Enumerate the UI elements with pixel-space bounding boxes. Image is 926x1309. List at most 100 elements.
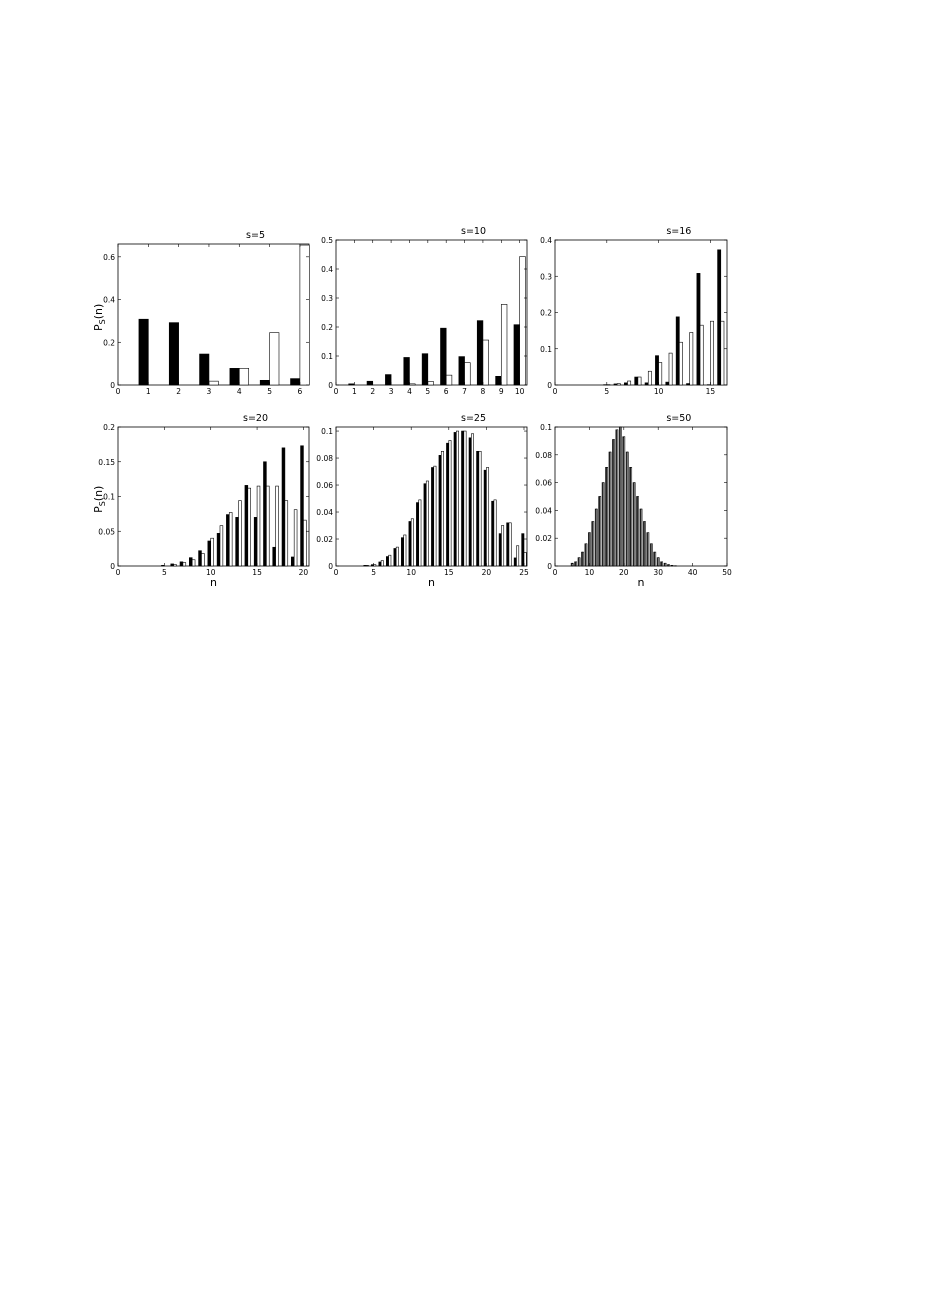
y-tick-label: 0.2 bbox=[103, 338, 115, 347]
bar-filled bbox=[431, 467, 435, 567]
panel-2: 0 1 2 3 4 5 6 7 8 9 10 0 0.1 0.2 0.3 0.4 0.5 s=10 bbox=[321, 226, 528, 396]
bar-open bbox=[613, 439, 615, 567]
x-tick-label: 20 bbox=[299, 568, 309, 577]
bar-open bbox=[303, 519, 307, 567]
bar-open bbox=[661, 561, 664, 567]
y-tick-label: 0.4 bbox=[540, 236, 552, 245]
bar-open bbox=[664, 562, 667, 567]
bar-filled bbox=[259, 379, 270, 386]
bar-filled bbox=[401, 537, 404, 567]
bar-open bbox=[228, 512, 233, 567]
bar-open bbox=[623, 436, 626, 567]
y-axis-label: PS(n) bbox=[92, 304, 107, 331]
bar-open bbox=[173, 564, 177, 567]
x-tick-label: 10 bbox=[515, 387, 525, 396]
panel-1: 0 1 2 3 4 5 6 0 0.2 0.4 0.6 s=5 PS(n) bbox=[92, 230, 310, 396]
x-tick-label: 30 bbox=[653, 568, 663, 577]
x-tick-label: 10 bbox=[206, 568, 216, 577]
bar-filled bbox=[506, 522, 510, 567]
bar-open bbox=[582, 551, 584, 567]
bar-filled bbox=[644, 382, 649, 386]
bar-open bbox=[657, 557, 660, 567]
bar-filled bbox=[717, 249, 722, 386]
bar-open bbox=[269, 332, 280, 386]
x-tick-label: 0 bbox=[553, 387, 558, 396]
bar-filled bbox=[665, 381, 670, 386]
bar-filled bbox=[438, 455, 442, 567]
bar-filled bbox=[179, 561, 184, 567]
bar-filled bbox=[189, 557, 193, 567]
panel-6: 0 10 20 30 40 50 0 0.02 0.04 0.06 0.08 0.1 s=50 n bbox=[535, 413, 732, 589]
bar-filled bbox=[348, 383, 355, 386]
bar-open bbox=[373, 564, 377, 567]
x-tick-label: 5 bbox=[425, 387, 430, 396]
y-tick-label: 0.4 bbox=[321, 265, 333, 274]
bar-open bbox=[299, 244, 310, 386]
y-tick-label: 0.15 bbox=[98, 458, 115, 467]
bar-open bbox=[679, 341, 683, 386]
bar-open bbox=[201, 553, 205, 567]
bar-filled bbox=[498, 533, 502, 567]
bar-open bbox=[599, 496, 602, 567]
bar-open bbox=[654, 551, 657, 567]
y-tick-label: 0 bbox=[110, 562, 115, 571]
bar-open bbox=[478, 450, 482, 567]
x-tick-label: 0 bbox=[116, 387, 121, 396]
x-tick-label: 5 bbox=[162, 568, 167, 577]
y-tick-label: 0.04 bbox=[535, 506, 552, 515]
bar-open bbox=[647, 532, 650, 567]
bar-open bbox=[395, 546, 399, 567]
x-tick-label: 2 bbox=[176, 387, 181, 396]
bar-open bbox=[668, 352, 673, 386]
panel-title: s=25 bbox=[461, 413, 486, 424]
y-tick-label: 0.02 bbox=[535, 534, 552, 543]
bar-open bbox=[578, 557, 581, 567]
bar-open bbox=[445, 374, 453, 386]
bar-filled bbox=[513, 324, 520, 386]
x-tick-label: 0 bbox=[334, 387, 339, 396]
y-tick-label: 0 bbox=[547, 562, 552, 571]
x-tick-label: 0 bbox=[553, 568, 558, 577]
bar-open bbox=[519, 256, 526, 386]
x-tick-label: 1 bbox=[146, 387, 151, 396]
bar-filled bbox=[491, 500, 495, 567]
bar-filled bbox=[244, 485, 249, 567]
y-tick-label: 0.05 bbox=[98, 527, 115, 536]
x-tick-label: 7 bbox=[462, 387, 467, 396]
bar-open bbox=[626, 451, 629, 567]
bar-open bbox=[456, 430, 459, 567]
bar-open bbox=[606, 467, 608, 567]
bar-open bbox=[486, 467, 490, 567]
x-tick-label: 0 bbox=[116, 568, 121, 577]
bar-filled bbox=[686, 383, 690, 386]
y-tick-label: 0.08 bbox=[535, 451, 552, 460]
y-tick-label: 0.1 bbox=[540, 423, 552, 432]
bar-open bbox=[471, 433, 474, 567]
bar-open bbox=[627, 380, 632, 386]
bar-filled bbox=[272, 546, 276, 567]
x-tick-label: 10 bbox=[585, 568, 595, 577]
bar-open bbox=[644, 521, 646, 567]
bar-open bbox=[689, 332, 694, 386]
x-tick-label: 20 bbox=[482, 568, 492, 577]
bar-open bbox=[247, 487, 251, 567]
x-tick-label: 2 bbox=[370, 387, 375, 396]
bar-open bbox=[699, 324, 704, 386]
bar-filled bbox=[253, 517, 258, 567]
y-tick-label: 0.4 bbox=[103, 296, 115, 305]
x-axis-label: n bbox=[428, 576, 435, 589]
panel-title: s=10 bbox=[461, 226, 486, 237]
bar-open bbox=[365, 565, 369, 567]
bar-open bbox=[592, 521, 595, 567]
y-axis-label: PS(n) bbox=[92, 486, 107, 513]
bar-open bbox=[710, 320, 714, 386]
bar-open bbox=[640, 508, 643, 567]
bar-filled bbox=[521, 533, 525, 567]
bar-filled bbox=[476, 320, 484, 386]
y-tick-label: 0 bbox=[110, 381, 115, 390]
bar-open bbox=[589, 532, 591, 567]
panel-4: 0 5 10 15 20 0 0.05 0.1 0.15 0.2 s=20 n PS(n) bbox=[92, 413, 310, 589]
bar-open bbox=[448, 440, 452, 567]
x-tick-label: 3 bbox=[207, 387, 212, 396]
panel-title: s=50 bbox=[666, 413, 691, 424]
